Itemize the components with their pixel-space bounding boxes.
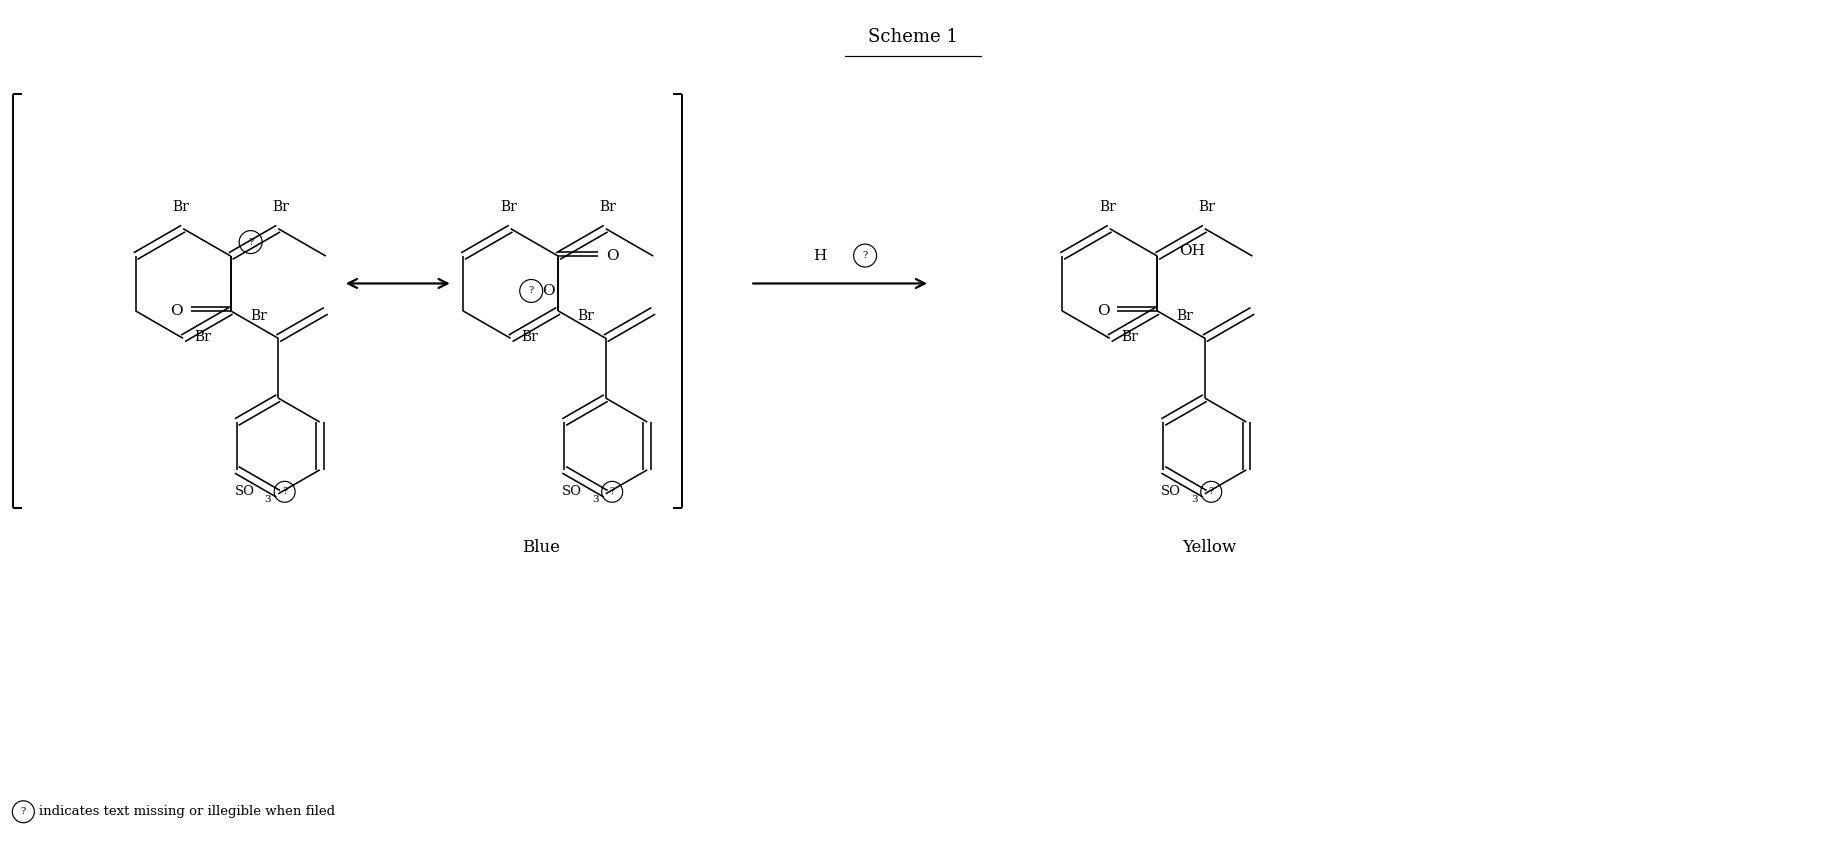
- Text: SO: SO: [563, 486, 583, 498]
- Text: ?: ?: [20, 807, 26, 816]
- Text: Br: Br: [1177, 309, 1193, 323]
- Text: Br: Br: [250, 309, 267, 323]
- Text: ?: ?: [248, 238, 254, 246]
- Text: Br: Br: [174, 200, 190, 214]
- Text: O: O: [607, 249, 618, 263]
- Text: Br: Br: [501, 200, 517, 214]
- Text: O: O: [1096, 304, 1109, 317]
- Text: Br: Br: [1199, 200, 1215, 214]
- Text: SO: SO: [234, 486, 254, 498]
- Text: Br: Br: [272, 200, 289, 214]
- Text: ?: ?: [862, 251, 868, 260]
- Text: Br: Br: [1122, 329, 1138, 344]
- Text: Blue: Blue: [521, 539, 559, 556]
- Text: Br: Br: [523, 329, 539, 344]
- Text: ?: ?: [610, 487, 614, 496]
- Text: SO: SO: [1162, 486, 1182, 498]
- Text: Scheme 1: Scheme 1: [868, 28, 957, 46]
- Text: ?: ?: [281, 487, 287, 496]
- Text: 3: 3: [592, 495, 599, 505]
- Text: OH: OH: [1178, 244, 1206, 258]
- Text: Yellow: Yellow: [1182, 539, 1237, 556]
- Text: Br: Br: [599, 200, 616, 214]
- Text: H: H: [813, 249, 828, 263]
- Text: Br: Br: [194, 329, 212, 344]
- Text: indicates text missing or illegible when filed: indicates text missing or illegible when…: [40, 806, 336, 819]
- Text: 3: 3: [265, 495, 270, 505]
- Text: Br: Br: [577, 309, 594, 323]
- Text: 3: 3: [1191, 495, 1199, 505]
- Text: Br: Br: [1100, 200, 1116, 214]
- Text: O: O: [170, 304, 183, 317]
- Text: O: O: [543, 284, 555, 298]
- Text: ?: ?: [1209, 487, 1213, 496]
- Text: ?: ?: [528, 287, 533, 295]
